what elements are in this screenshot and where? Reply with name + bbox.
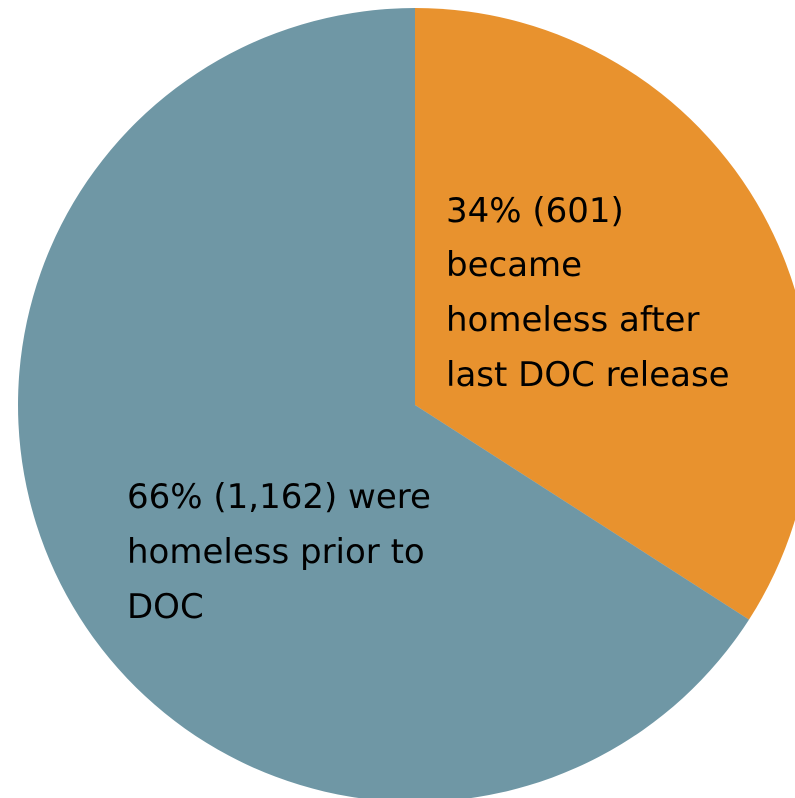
slice-label-after-release: 34% (601) became homeless after last DOC… <box>446 191 730 395</box>
slice-label-after-release-line-4: last DOC release <box>446 355 730 395</box>
slice-label-prior-to-doc-line-1: 66% (1,162) were <box>127 477 431 517</box>
slice-label-after-release-line-3: homeless after <box>446 300 699 340</box>
slice-label-prior-to-doc-line-3: DOC <box>127 587 204 627</box>
slice-label-after-release-line-2: became <box>446 245 582 285</box>
slice-label-after-release-line-1: 34% (601) <box>446 191 624 231</box>
pie-slice-became-homeless-after-release <box>415 8 795 620</box>
pie-slice-homeless-prior-to-doc <box>18 8 749 798</box>
slice-label-prior-to-doc: 66% (1,162) were homeless prior to DOC <box>127 477 442 627</box>
slice-label-prior-to-doc-line-2: homeless prior to <box>127 532 425 572</box>
